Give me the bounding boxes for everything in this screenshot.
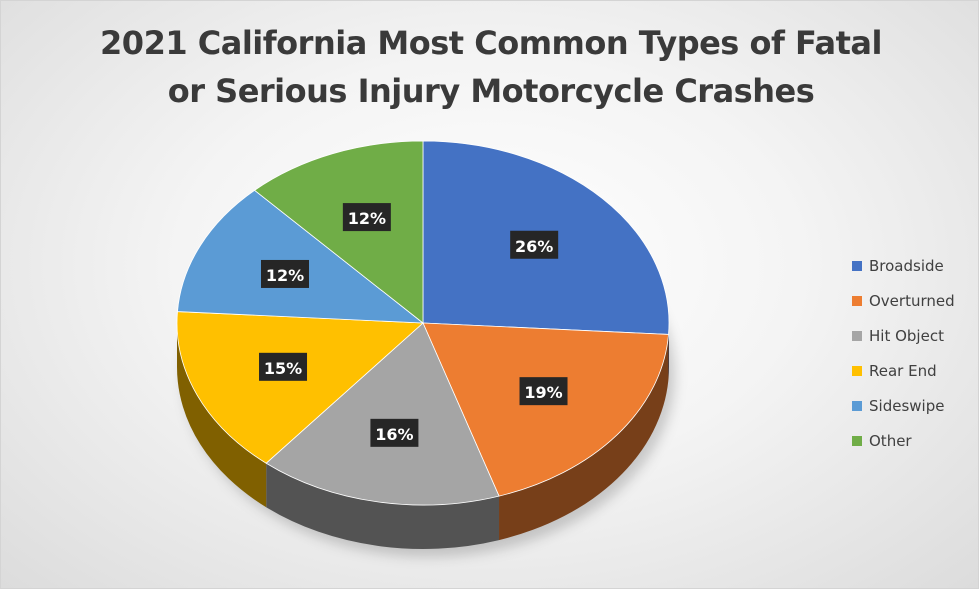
chart-title: 2021 California Most Common Types of Fat… [100, 24, 882, 110]
legend-swatch [852, 435, 862, 446]
legend-item-rear-end[interactable]: Rear End [852, 353, 955, 388]
data-label-hit-object: 16% [370, 418, 419, 447]
legend-swatch [852, 365, 862, 376]
data-label-box [370, 418, 419, 447]
legend-item-broadside[interactable]: Broadside [852, 248, 955, 283]
pie-side-rear-end [177, 323, 267, 508]
legend-label: Sideswipe [869, 396, 945, 415]
legend-item-other[interactable]: Other [852, 423, 955, 458]
data-label-text: 26% [515, 237, 553, 256]
legend-swatch [852, 260, 862, 271]
data-label-other: 12% [342, 203, 391, 232]
legend-label: Hit Object [869, 326, 944, 345]
legend-label: Broadside [869, 256, 944, 275]
pie-slice-rear-end[interactable] [176, 311, 424, 464]
legend-label: Rear End [869, 361, 937, 380]
data-label-text: 12% [266, 266, 304, 285]
data-label-overturned: 19% [519, 377, 568, 406]
pie-side-hit-object [266, 463, 500, 549]
pie-slice-other[interactable] [253, 140, 424, 324]
data-label-box [342, 203, 391, 232]
data-label-text: 16% [375, 425, 413, 444]
data-label-text: 12% [348, 209, 386, 228]
data-label-box [260, 259, 309, 288]
data-label-sideswipe: 12% [260, 259, 309, 288]
pie-slice-sideswipe[interactable] [177, 189, 425, 324]
data-label-text: 19% [524, 383, 562, 402]
legend-swatch [852, 330, 862, 341]
pie-side-overturned [499, 334, 669, 541]
data-label-rear-end: 15% [259, 352, 308, 381]
data-label-text: 15% [264, 359, 302, 378]
data-label-broadside: 26% [510, 230, 559, 259]
chart-legend: Broadside Overturned Hit Object Rear End Sid… [852, 248, 955, 458]
pie-slice-hit-object[interactable] [265, 322, 500, 506]
legend-swatch [852, 295, 862, 306]
data-label-box [510, 230, 559, 259]
data-label-box [259, 352, 308, 381]
legend-item-overturned[interactable]: Overturned [852, 283, 955, 318]
legend-label: Other [869, 431, 912, 450]
legend-item-sideswipe[interactable]: Sideswipe [852, 388, 955, 423]
data-label-box [519, 377, 568, 406]
legend-label: Overturned [869, 291, 955, 310]
legend-swatch [852, 400, 862, 411]
legend-item-hit-object[interactable]: Hit Object [852, 318, 955, 353]
pie-slice-overturned[interactable] [422, 322, 669, 497]
